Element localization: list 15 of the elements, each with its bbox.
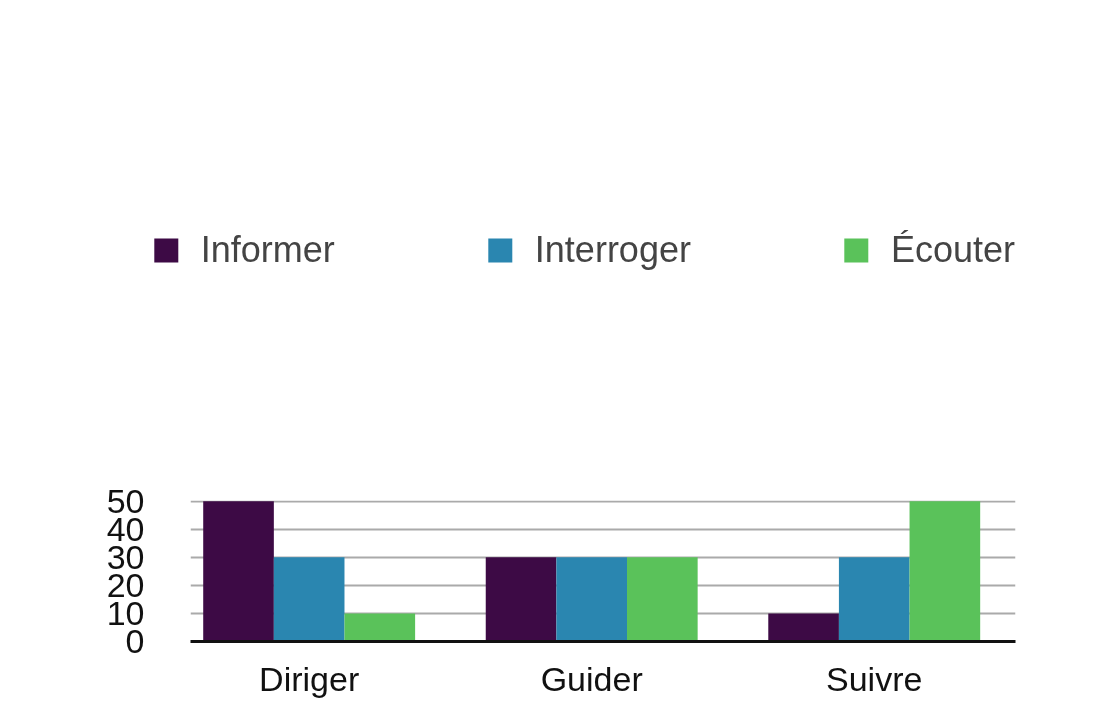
x-tick-label: Suivre	[826, 659, 923, 698]
bar	[556, 557, 628, 642]
bar	[203, 501, 274, 642]
bar	[909, 501, 981, 642]
bar	[838, 557, 910, 642]
legend-label: Écouter	[890, 229, 1015, 271]
bar	[768, 613, 839, 642]
x-tick-label: Guider	[540, 659, 643, 698]
bar	[485, 557, 557, 642]
x-tick-label: Diriger	[259, 659, 360, 698]
bar	[627, 557, 698, 642]
bar	[344, 613, 416, 642]
legend-label: Informer	[200, 229, 335, 271]
bar	[273, 557, 345, 642]
legend-label: Interroger	[534, 229, 691, 271]
